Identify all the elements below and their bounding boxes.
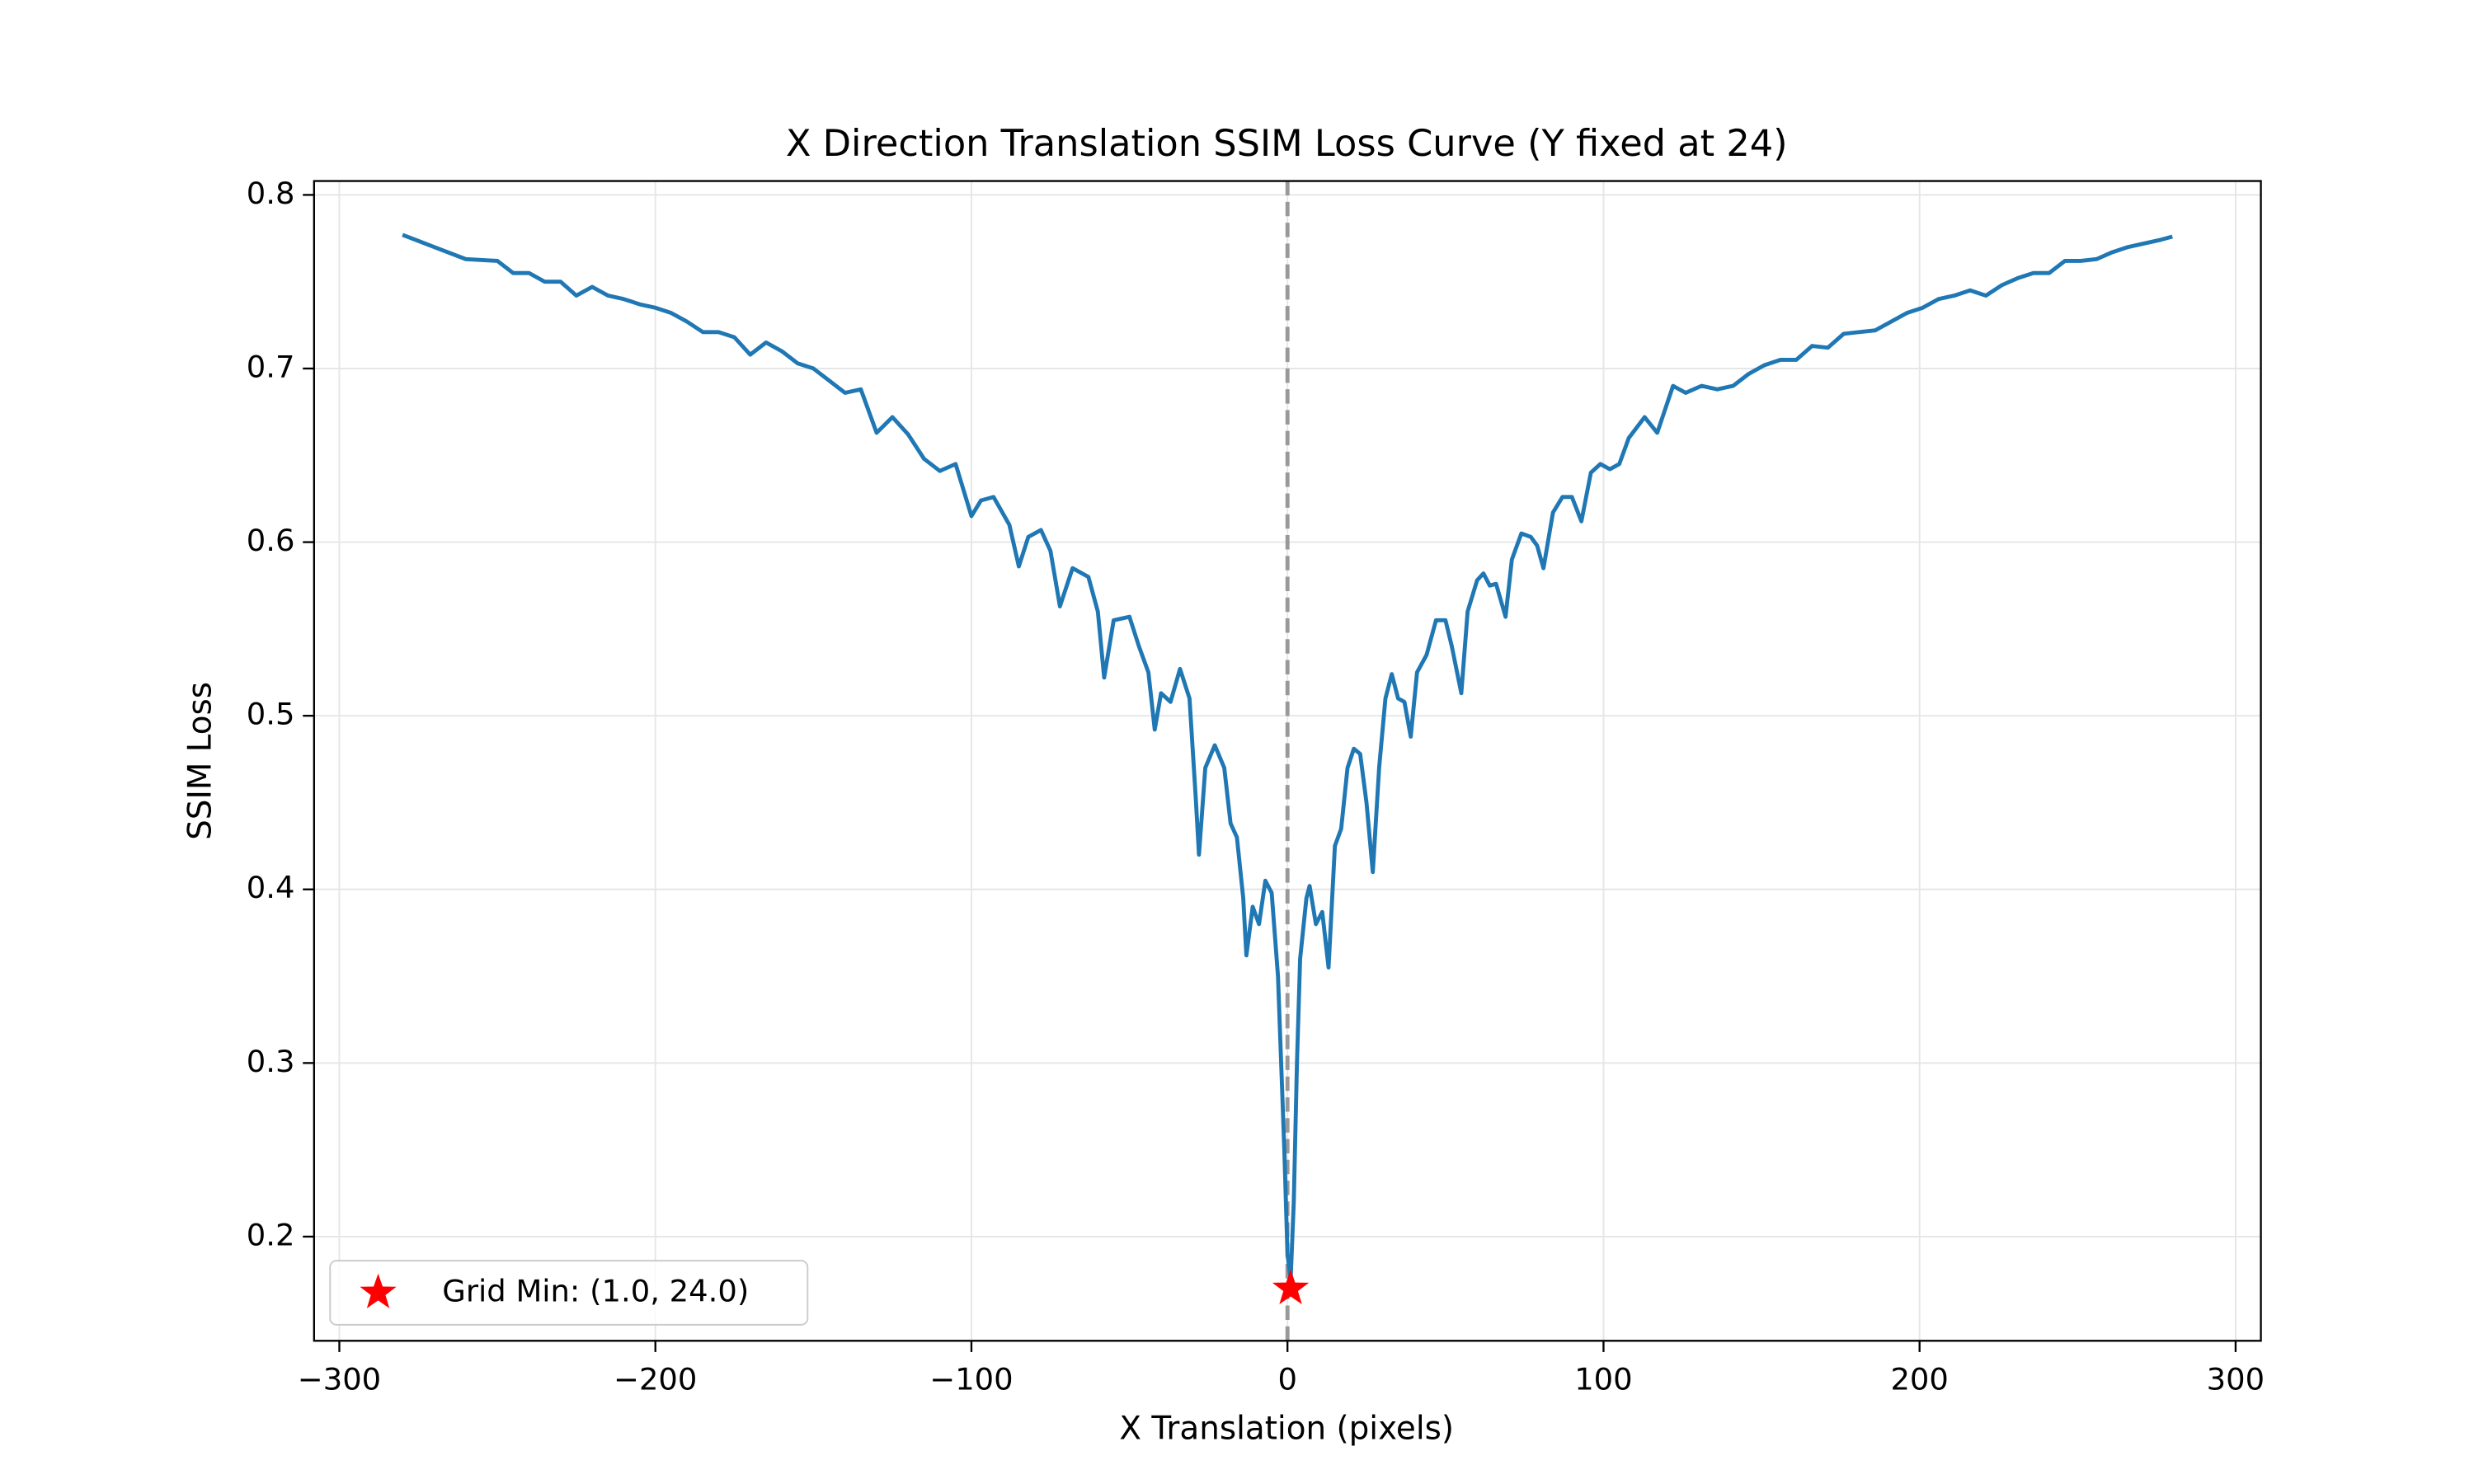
x-tick-label: −200 <box>614 1361 697 1397</box>
y-axis-label: SSIM Loss <box>181 682 219 840</box>
legend-box <box>329 1260 809 1326</box>
y-tick-label: 0.8 <box>247 176 295 211</box>
y-tick-label: 0.3 <box>247 1044 295 1079</box>
y-tick-label: 0.5 <box>247 697 295 732</box>
min-marker <box>1272 1269 1310 1304</box>
y-tick-label: 0.2 <box>247 1217 295 1252</box>
x-tick-label: 100 <box>1574 1361 1632 1397</box>
y-tick-label: 0.4 <box>247 870 295 905</box>
y-tick-label: 0.7 <box>247 349 295 384</box>
line-series <box>402 232 2173 1283</box>
x-tick-label: −300 <box>298 1361 381 1397</box>
x-axis-label: X Translation (pixels) <box>1119 1411 1454 1448</box>
x-tick-label: −100 <box>929 1361 1013 1397</box>
axes-frame <box>313 180 2262 1342</box>
legend-symbol <box>360 1273 397 1308</box>
chart-title: X Direction Translation SSIM Loss Curve … <box>786 122 1788 165</box>
x-tick-label: 200 <box>1890 1361 1948 1397</box>
y-tick-label: 0.6 <box>247 523 295 558</box>
x-tick-label: 300 <box>2207 1361 2265 1397</box>
legend-label: Grid Min: (1.0, 24.0) <box>442 1274 749 1309</box>
x-tick-label: 0 <box>1277 1361 1296 1397</box>
